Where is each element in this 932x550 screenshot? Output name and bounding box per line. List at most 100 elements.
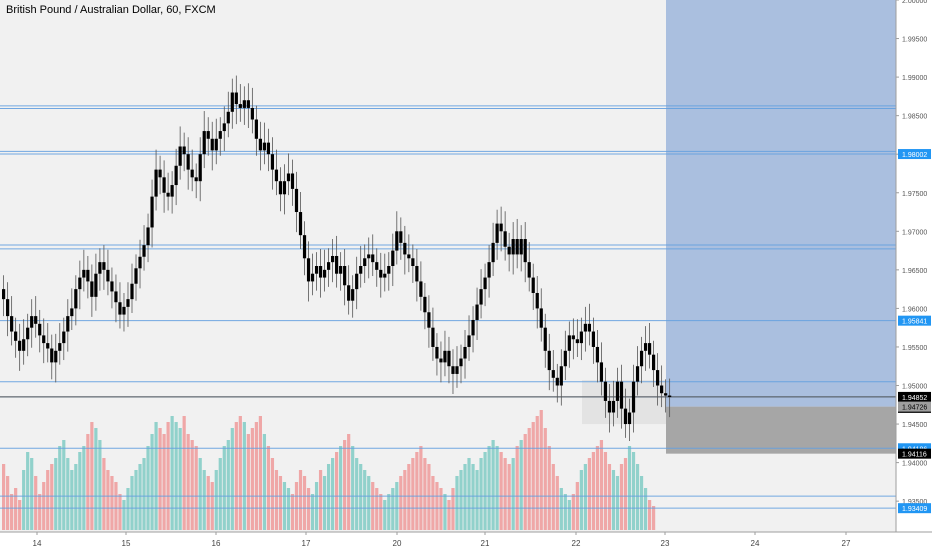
candle-body: [90, 281, 94, 297]
price-tag-label: 1.94852: [902, 395, 927, 402]
volume-bar: [214, 470, 218, 530]
volume-bar: [535, 416, 539, 530]
candle-body: [230, 92, 234, 112]
volume-bar: [475, 470, 479, 530]
candle-body: [54, 350, 58, 363]
volume-bar: [246, 434, 250, 530]
volume-bar: [483, 452, 487, 530]
volume-bar: [579, 470, 583, 530]
volume-bar: [170, 416, 174, 530]
candle-body: [535, 292, 539, 309]
price-tick-label: 1.97500: [902, 191, 927, 198]
candle-body: [82, 269, 86, 278]
candle-body: [431, 327, 435, 347]
volume-bar: [491, 440, 495, 530]
candle-body: [555, 377, 559, 386]
price-tick-label: 1.97000: [902, 229, 927, 236]
candle-body: [579, 331, 583, 344]
volume-bar: [619, 464, 624, 530]
volume-bar: [407, 464, 411, 530]
candle-body: [250, 107, 254, 120]
candle-body: [507, 246, 511, 255]
volume-bar: [10, 494, 14, 530]
volume-bar: [46, 470, 50, 530]
volume-bar: [42, 482, 46, 530]
volume-bar: [298, 470, 303, 530]
volume-bar: [82, 446, 86, 530]
candle-body: [519, 239, 523, 255]
volume-bar: [523, 434, 527, 530]
candle-body: [355, 273, 359, 290]
candle-body: [294, 188, 299, 213]
volume-bar: [26, 452, 30, 530]
candle-body: [258, 138, 262, 151]
volume-bar: [367, 476, 371, 530]
candle-body: [347, 285, 351, 301]
volume-bar: [623, 458, 628, 530]
candle-body: [226, 111, 230, 124]
candle-body: [138, 256, 142, 269]
candle-body: [335, 255, 339, 274]
candle-body: [387, 266, 391, 274]
candle-body: [603, 381, 608, 401]
candle-body: [619, 381, 624, 409]
volume-bar: [270, 458, 275, 530]
candle-body: [206, 131, 210, 139]
volume-bar: [371, 482, 375, 530]
volume-bar: [467, 458, 471, 530]
volume-bar: [50, 464, 54, 530]
price-tag-background: [898, 448, 931, 459]
price-tick-label: 1.99000: [902, 75, 927, 82]
candle-body: [70, 308, 74, 317]
volume-bar: [571, 494, 575, 530]
candle-body: [26, 327, 30, 340]
candle-body: [30, 316, 34, 328]
volume-bar: [463, 464, 467, 530]
volume-bar: [559, 488, 563, 530]
volume-bar: [146, 446, 150, 530]
time-tick-label: 24: [751, 539, 760, 548]
candle-body: [571, 335, 575, 340]
volume-bar: [130, 476, 134, 530]
candle-body: [583, 323, 587, 332]
candle-body: [106, 269, 110, 282]
volume-bar: [86, 434, 90, 530]
volume-bar: [379, 494, 383, 530]
candle-body: [643, 343, 648, 351]
candle-body: [463, 346, 467, 359]
volume-bar: [399, 476, 403, 530]
candle-body: [487, 262, 491, 278]
volume-bar: [118, 494, 122, 530]
candle-body: [222, 123, 226, 132]
candle-body: [202, 131, 206, 155]
price-tag-background: [898, 315, 931, 326]
volume-bar: [182, 416, 186, 530]
volume-bar: [62, 440, 66, 530]
candle-body: [427, 312, 431, 328]
volume-bar: [531, 422, 535, 530]
volume-bar: [58, 446, 62, 530]
candle-body: [611, 400, 616, 413]
candle-body: [86, 269, 90, 282]
volume-bar: [527, 428, 531, 530]
candle-body: [403, 242, 407, 255]
volume-bar: [142, 458, 146, 530]
volume-bar: [515, 446, 519, 530]
volume-bar: [387, 494, 391, 530]
volume-bar: [206, 476, 210, 530]
price-tick-label: 1.96000: [902, 306, 927, 313]
volume-bar: [102, 458, 106, 530]
candle-body: [186, 154, 190, 170]
price-tick-label: 1.95500: [902, 345, 927, 352]
candle-body: [302, 235, 307, 259]
volume-bar: [583, 464, 587, 530]
candle-body: [110, 281, 114, 292]
candle-body: [174, 165, 178, 186]
candle-body: [190, 169, 194, 178]
price-tag-label: 1.95841: [902, 319, 927, 326]
candle-body: [198, 154, 202, 182]
candle-body: [38, 323, 42, 336]
volume-bar: [439, 488, 443, 530]
candle-body: [567, 335, 571, 351]
